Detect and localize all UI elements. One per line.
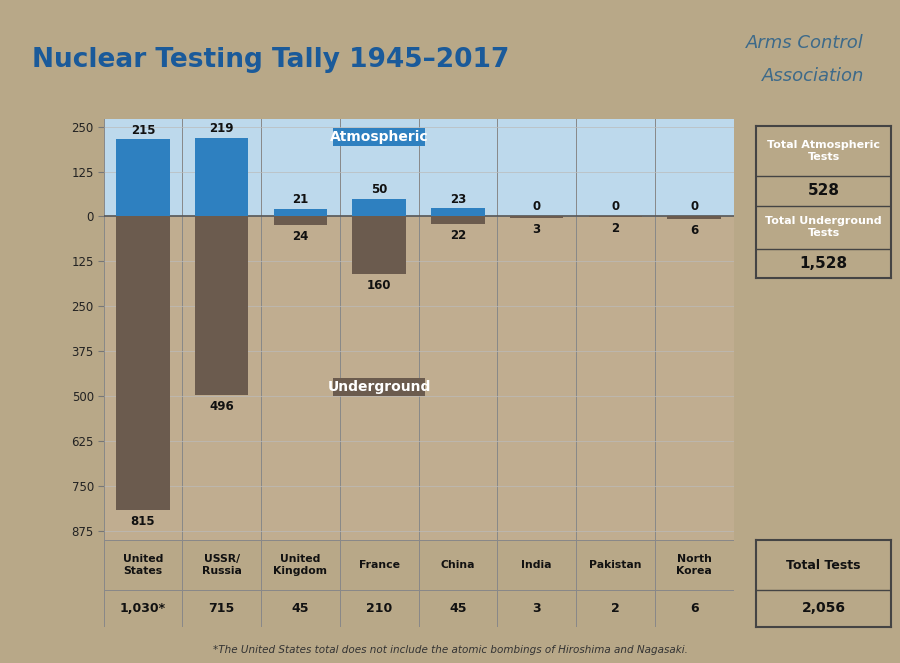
Text: Association: Association xyxy=(761,67,864,86)
Text: 2: 2 xyxy=(611,222,619,235)
Text: 496: 496 xyxy=(209,400,234,413)
Text: 1,030*: 1,030* xyxy=(120,602,166,615)
Text: 45: 45 xyxy=(449,602,466,615)
Text: France: France xyxy=(358,560,400,570)
Text: India: India xyxy=(521,560,552,570)
Bar xyxy=(116,217,169,510)
Text: North
Korea: North Korea xyxy=(676,554,712,576)
Text: Total Underground
Tests: Total Underground Tests xyxy=(765,216,882,238)
Text: 210: 210 xyxy=(366,602,392,615)
Text: Nuclear Testing Tally 1945–2017: Nuclear Testing Tally 1945–2017 xyxy=(32,46,508,73)
Text: United
Kingdom: United Kingdom xyxy=(274,554,328,576)
Text: 219: 219 xyxy=(210,122,234,135)
Text: 0: 0 xyxy=(690,200,698,213)
Bar xyxy=(431,217,484,224)
Bar xyxy=(194,138,248,217)
Bar xyxy=(104,119,734,217)
Text: Atmospheric: Atmospheric xyxy=(329,130,428,144)
Text: 528: 528 xyxy=(807,183,840,198)
Text: 1,528: 1,528 xyxy=(799,256,848,271)
Text: 24: 24 xyxy=(292,230,309,243)
Text: 815: 815 xyxy=(130,514,155,528)
Text: 2: 2 xyxy=(611,602,620,615)
Text: 23: 23 xyxy=(450,193,466,206)
Text: Total Tests: Total Tests xyxy=(787,559,860,572)
Text: 45: 45 xyxy=(292,602,309,615)
Text: 215: 215 xyxy=(130,123,155,137)
Text: 6: 6 xyxy=(689,602,698,615)
Bar xyxy=(353,198,406,217)
Text: Arms Control: Arms Control xyxy=(746,34,864,52)
Bar xyxy=(668,217,721,219)
Text: United
States: United States xyxy=(122,554,163,576)
Text: 22: 22 xyxy=(450,229,466,243)
Text: 0: 0 xyxy=(533,200,541,213)
Text: 2,056: 2,056 xyxy=(802,601,845,615)
Text: 21: 21 xyxy=(292,194,309,206)
Bar xyxy=(116,139,169,217)
Bar xyxy=(194,217,248,395)
Bar xyxy=(353,217,406,274)
Text: *The United States total does not include the atomic bombings of Hiroshima and N: *The United States total does not includ… xyxy=(212,645,688,655)
Text: 50: 50 xyxy=(371,183,387,196)
Text: China: China xyxy=(441,560,475,570)
Text: 3: 3 xyxy=(532,602,541,615)
Text: 160: 160 xyxy=(367,279,392,292)
Bar xyxy=(274,217,328,225)
Text: Pakistan: Pakistan xyxy=(590,560,642,570)
Bar xyxy=(333,127,425,147)
Text: Underground: Underground xyxy=(328,380,431,394)
Text: 3: 3 xyxy=(533,223,541,235)
Text: 6: 6 xyxy=(690,223,698,237)
Text: Total Atmospheric
Tests: Total Atmospheric Tests xyxy=(767,140,880,162)
Bar xyxy=(104,217,734,540)
Text: USSR/
Russia: USSR/ Russia xyxy=(202,554,241,576)
Bar xyxy=(274,209,328,217)
Bar xyxy=(431,208,484,217)
Bar xyxy=(333,378,425,396)
Text: 715: 715 xyxy=(209,602,235,615)
Text: 0: 0 xyxy=(611,200,619,213)
